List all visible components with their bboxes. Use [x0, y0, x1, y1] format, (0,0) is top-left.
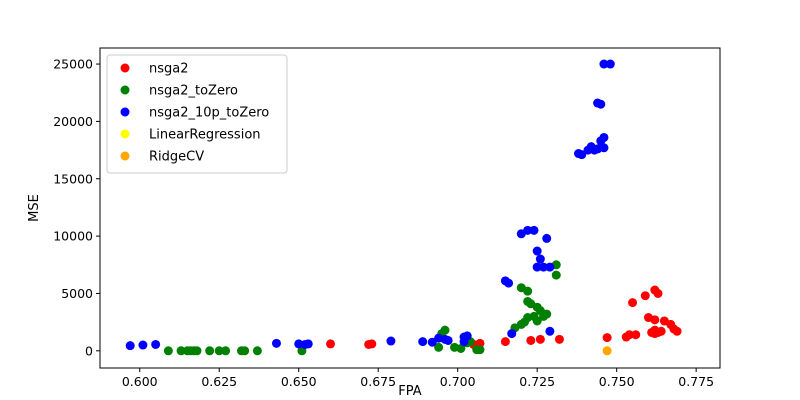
data-point	[599, 132, 609, 142]
x-axis-label: FPA	[398, 384, 421, 399]
x-tick-label: 0.775	[678, 374, 714, 389]
data-point	[545, 326, 555, 336]
data-point	[554, 334, 564, 344]
data-point	[500, 337, 510, 347]
data-point	[542, 233, 552, 243]
data-point	[596, 99, 606, 109]
x-tick-label: 0.700	[440, 374, 476, 389]
y-tick-label: 10000	[53, 229, 93, 244]
data-point	[475, 345, 485, 355]
legend-label: nsga2_10p_toZero	[149, 106, 269, 121]
data-point	[443, 335, 453, 345]
series-2	[125, 59, 615, 351]
data-point	[271, 338, 281, 348]
data-point	[577, 150, 587, 160]
data-point	[605, 59, 615, 69]
data-point	[462, 331, 472, 341]
legend-item: RidgeCV	[120, 150, 204, 165]
data-point	[221, 346, 231, 356]
x-tick-label: 0.675	[360, 374, 396, 389]
data-point	[523, 225, 533, 235]
data-point	[192, 346, 202, 356]
x-tick-label: 0.600	[122, 374, 158, 389]
data-point	[529, 225, 539, 235]
x-axis-ticks: 0.600 0.625 0.650 0.675 0.700 0.725 0.750 0.775	[122, 368, 714, 389]
data-point	[418, 337, 428, 347]
data-point	[532, 246, 542, 256]
y-tick-label: 20000	[53, 114, 93, 129]
data-point	[214, 346, 224, 356]
legend-label: nsga2	[149, 62, 189, 77]
data-point	[599, 143, 609, 153]
data-point	[526, 335, 536, 345]
y-axis-ticks: 0 5000 10000 15000 20000 25000	[53, 57, 100, 358]
legend-label: nsga2_toZero	[149, 84, 238, 99]
data-point	[539, 262, 549, 272]
legend-item: LinearRegression	[120, 128, 261, 143]
data-point	[523, 286, 533, 296]
x-tick-label: 0.750	[599, 374, 635, 389]
data-point	[545, 262, 555, 272]
data-point	[386, 336, 396, 346]
y-tick-label: 0	[85, 343, 93, 358]
data-point	[440, 325, 450, 335]
data-point	[367, 339, 377, 349]
x-tick-label: 0.625	[201, 374, 237, 389]
data-point	[542, 309, 552, 319]
legend-label: LinearRegression	[149, 128, 261, 143]
data-point	[551, 270, 561, 280]
data-point	[456, 344, 466, 354]
legend: nsga2 nsga2_toZero nsga2_10p_toZero LinearR…	[106, 54, 288, 174]
axes-frame	[99, 47, 721, 369]
data-point	[650, 329, 660, 339]
data-point	[535, 334, 545, 344]
legend-item: nsga2_toZero	[120, 84, 238, 99]
data-point	[628, 298, 638, 308]
data-point	[532, 316, 542, 326]
y-tick-label: 25000	[53, 57, 93, 72]
data-point	[535, 254, 545, 264]
legend-item: nsga2_10p_toZero	[120, 106, 269, 121]
series-4	[602, 346, 612, 356]
data-point	[650, 315, 660, 325]
y-axis-label: MSE	[27, 194, 42, 222]
legend-marker	[120, 63, 130, 73]
data-point	[532, 262, 542, 272]
legend-marker	[120, 107, 130, 117]
data-point	[252, 346, 262, 356]
data-point	[602, 346, 612, 356]
data-point	[151, 339, 161, 349]
data-point	[240, 346, 250, 356]
data-point	[599, 59, 609, 69]
legend-frame	[106, 54, 288, 174]
legend-marker	[120, 151, 130, 161]
data-points	[125, 59, 682, 356]
data-point	[504, 278, 514, 288]
data-point	[624, 330, 634, 340]
data-point	[507, 329, 517, 339]
series-1	[163, 260, 561, 356]
legend-item: nsga2	[120, 62, 189, 77]
data-point	[163, 346, 173, 356]
data-point	[602, 333, 612, 343]
legend-marker	[120, 85, 130, 95]
data-point	[138, 340, 148, 350]
data-point	[205, 346, 215, 356]
data-point	[653, 288, 663, 298]
y-tick-label: 5000	[61, 286, 93, 301]
x-tick-label: 0.650	[281, 374, 317, 389]
data-point	[303, 339, 313, 349]
legend-marker	[120, 129, 130, 139]
data-point	[434, 342, 444, 352]
data-point	[640, 291, 650, 301]
data-point	[672, 326, 682, 336]
data-point	[176, 346, 186, 356]
data-point	[631, 330, 641, 340]
data-point	[326, 339, 336, 349]
data-point	[125, 341, 135, 351]
x-tick-label: 0.725	[519, 374, 555, 389]
y-tick-label: 15000	[53, 171, 93, 186]
legend-label: RidgeCV	[149, 150, 204, 165]
